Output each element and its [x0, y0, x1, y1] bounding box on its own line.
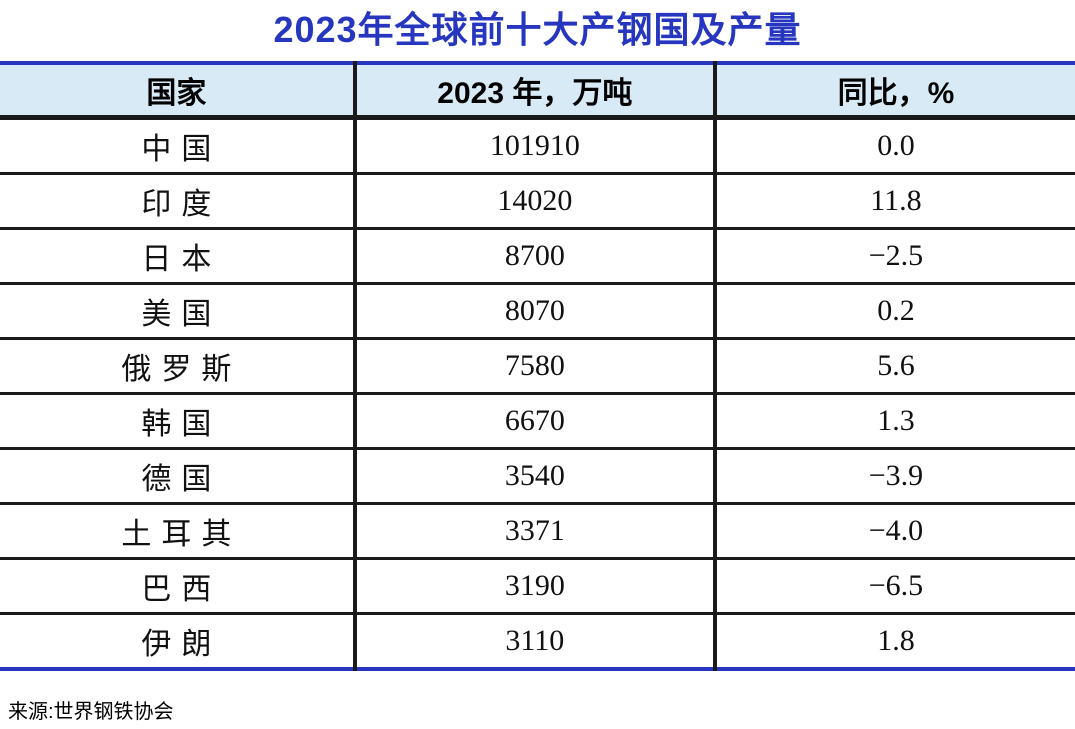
yoy-cell: −6.5	[714, 557, 1075, 614]
table-row: 韩国 6670 1.3	[0, 392, 1075, 449]
production-cell: 3190	[354, 557, 717, 614]
country-cell: 土耳其	[0, 502, 357, 559]
yoy-cell: 5.6	[714, 337, 1075, 394]
production-cell: 3540	[354, 447, 717, 504]
yoy-cell: 1.3	[714, 392, 1075, 449]
country-cell: 美国	[0, 282, 357, 339]
steel-production-table: 国家 2023 年，万吨 同比，% 中国 101910 0.0 印度 14020 11.8…	[0, 61, 1075, 672]
table-header-row: 国家 2023 年，万吨 同比，%	[0, 63, 1075, 121]
production-cell: 6670	[354, 392, 717, 449]
yoy-cell: −2.5	[714, 227, 1075, 284]
yoy-cell: 11.8	[714, 172, 1075, 229]
table-row: 俄罗斯 7580 5.6	[0, 337, 1075, 394]
yoy-cell: −4.0	[714, 502, 1075, 559]
source-note: 来源:世界钢铁协会	[8, 701, 174, 724]
table-row: 日本 8700 −2.5	[0, 227, 1075, 284]
country-cell: 俄罗斯	[0, 337, 357, 394]
yoy-cell: 0.2	[714, 282, 1075, 339]
production-cell: 8700	[354, 227, 717, 284]
column-header-country: 国家	[0, 63, 357, 121]
production-cell: 3371	[354, 502, 717, 559]
production-cell: 14020	[354, 172, 717, 229]
table-row: 美国 8070 0.2	[0, 282, 1075, 339]
production-cell: 3110	[354, 612, 717, 670]
production-cell: 8070	[354, 282, 717, 339]
page-title: 2023年全球前十大产钢国及产量	[273, 9, 802, 50]
production-cell: 7580	[354, 337, 717, 394]
table-body: 中国 101910 0.0 印度 14020 11.8 日本 8700 −2.5 美国 8070 0.…	[0, 117, 1075, 670]
country-cell: 巴西	[0, 557, 357, 614]
country-cell: 中国	[0, 117, 357, 174]
country-cell: 韩国	[0, 392, 357, 449]
yoy-cell: −3.9	[714, 447, 1075, 504]
yoy-cell: 1.8	[714, 612, 1075, 670]
yoy-cell: 0.0	[714, 117, 1075, 174]
table-row: 伊朗 3110 1.8	[0, 612, 1075, 670]
country-cell: 伊朗	[0, 612, 357, 670]
table-row: 德国 3540 −3.9	[0, 447, 1075, 504]
country-cell: 印度	[0, 172, 357, 229]
column-header-yoy: 同比，%	[714, 63, 1075, 121]
table-row: 巴西 3190 −6.5	[0, 557, 1075, 614]
country-cell: 日本	[0, 227, 357, 284]
table-row: 土耳其 3371 −4.0	[0, 502, 1075, 559]
country-cell: 德国	[0, 447, 357, 504]
table-row: 印度 14020 11.8	[0, 172, 1075, 229]
production-cell: 101910	[354, 117, 717, 174]
table-row: 中国 101910 0.0	[0, 117, 1075, 174]
column-header-production: 2023 年，万吨	[354, 63, 717, 121]
